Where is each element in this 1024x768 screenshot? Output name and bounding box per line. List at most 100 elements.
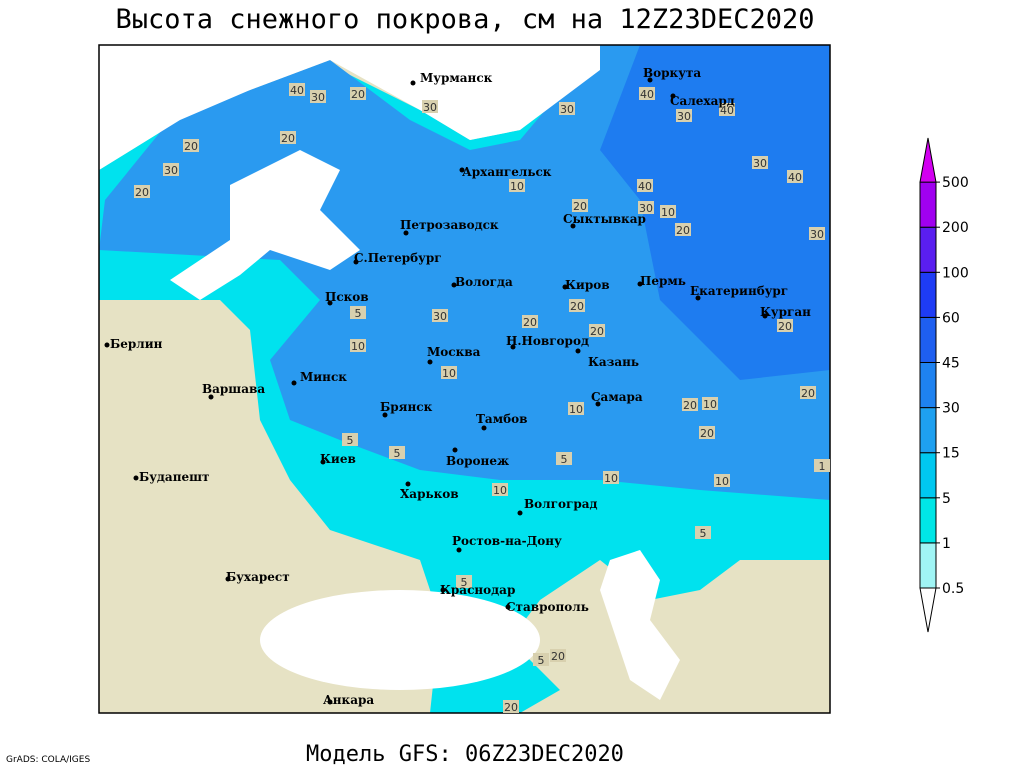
city-dot bbox=[291, 380, 297, 386]
legend-label: 0.5 bbox=[942, 581, 964, 597]
contour-label-box bbox=[568, 402, 584, 415]
city-dot bbox=[403, 230, 409, 236]
city-dot bbox=[327, 300, 333, 306]
contour-label: 5 bbox=[394, 447, 401, 460]
city-dot bbox=[459, 167, 465, 173]
contour-label-box bbox=[280, 131, 296, 144]
city-label: Бухарест bbox=[226, 570, 290, 584]
city-label: Киров bbox=[565, 278, 610, 292]
legend-swatch bbox=[919, 181, 937, 228]
contour-label: 20 bbox=[801, 387, 815, 400]
legend-label: 200 bbox=[942, 220, 969, 236]
city-label: Екатеринбург bbox=[690, 284, 788, 298]
sea bbox=[99, 45, 600, 170]
contour-label-box bbox=[310, 90, 326, 103]
city-label: Ростов-на-Дону bbox=[452, 534, 562, 548]
city-label: Воронеж bbox=[446, 454, 509, 468]
sea bbox=[600, 550, 680, 700]
city-label: Вологда bbox=[455, 275, 513, 289]
contour-label: 20 bbox=[184, 140, 198, 153]
contour-label: 5 bbox=[347, 434, 354, 447]
legend-swatch bbox=[919, 226, 937, 273]
contour-label-box bbox=[777, 319, 793, 332]
contour-label: 40 bbox=[638, 180, 652, 193]
contour-label-box bbox=[350, 87, 366, 100]
contour-label-box bbox=[814, 459, 830, 472]
contour-label-box bbox=[699, 426, 715, 439]
city-label: Будапешт bbox=[139, 470, 209, 484]
city-dot bbox=[451, 282, 457, 288]
city-label: Курган bbox=[760, 305, 811, 319]
contour-label-box bbox=[714, 474, 730, 487]
contour-label: 1 bbox=[819, 460, 826, 473]
contour-label: 10 bbox=[715, 475, 729, 488]
contour-label-box bbox=[682, 398, 698, 411]
contour-label-box bbox=[350, 339, 366, 352]
legend-label: 5 bbox=[942, 491, 951, 507]
legend-label: 30 bbox=[942, 401, 960, 417]
contour-label: 30 bbox=[164, 164, 178, 177]
contour-label: 20 bbox=[504, 701, 518, 714]
city-dot bbox=[510, 344, 516, 350]
city-dot bbox=[327, 699, 333, 705]
city-label: Брянск bbox=[380, 400, 433, 414]
city-dot bbox=[133, 475, 139, 481]
city-label: Самара bbox=[591, 390, 643, 404]
city-dot bbox=[104, 342, 110, 348]
contour-label: 20 bbox=[676, 224, 690, 237]
map-frame bbox=[98, 44, 831, 714]
legend-arrow-low bbox=[919, 587, 937, 633]
contour-label-box bbox=[522, 315, 538, 328]
contour-label-box bbox=[719, 103, 735, 116]
contour-label-box bbox=[675, 223, 691, 236]
contour-label: 10 bbox=[442, 367, 456, 380]
city-label: Пермь bbox=[640, 274, 686, 288]
city-dot bbox=[456, 547, 462, 553]
contour-label: 20 bbox=[700, 427, 714, 440]
contour-label-box bbox=[533, 653, 549, 666]
city-label: Москва bbox=[427, 345, 481, 359]
contour-label: 20 bbox=[351, 88, 365, 101]
subtitle: Модель GFS: 06Z23DEC2020 bbox=[306, 742, 624, 767]
city-label: Варшава bbox=[202, 382, 265, 396]
sea bbox=[170, 150, 360, 300]
contour-label-box bbox=[550, 649, 566, 662]
city-dot bbox=[670, 93, 676, 99]
city-label: Ставрополь bbox=[506, 600, 589, 614]
sea bbox=[260, 590, 540, 690]
contour-label-box bbox=[800, 386, 816, 399]
legend-arrow-high bbox=[919, 137, 937, 183]
city-dot bbox=[517, 510, 523, 516]
contour-label: 10 bbox=[604, 472, 618, 485]
contour-label-box bbox=[389, 446, 405, 459]
city-dot bbox=[208, 394, 214, 400]
contour-label: 40 bbox=[788, 171, 802, 184]
city-dot bbox=[562, 284, 568, 290]
contour-label: 20 bbox=[281, 132, 295, 145]
legend-label: 60 bbox=[942, 310, 960, 326]
contour-label: 10 bbox=[510, 180, 524, 193]
contour-label: 30 bbox=[753, 157, 767, 170]
contour-label: 30 bbox=[810, 228, 824, 241]
credit: GrADS: COLA/IGES bbox=[6, 755, 90, 765]
legend-swatch bbox=[919, 271, 937, 318]
contour-label: 20 bbox=[778, 320, 792, 333]
contour-label-box bbox=[422, 100, 438, 113]
city-label: Анкара bbox=[323, 693, 374, 707]
contour-label: 20 bbox=[135, 186, 149, 199]
contour-label-box bbox=[183, 139, 199, 152]
city-dot bbox=[481, 425, 487, 431]
city-dot bbox=[695, 295, 701, 301]
contour-label: 40 bbox=[290, 84, 304, 97]
contour-label-box bbox=[342, 433, 358, 446]
legend-swatch bbox=[919, 452, 937, 499]
legend-swatch bbox=[919, 407, 937, 454]
contour-label: 20 bbox=[590, 325, 604, 338]
map bbox=[98, 44, 831, 714]
city-dot bbox=[405, 481, 411, 487]
contour-label-box bbox=[509, 179, 525, 192]
contour-label-box bbox=[572, 199, 588, 212]
legend-label: 1 bbox=[942, 536, 951, 552]
legend-swatch bbox=[919, 542, 937, 589]
contour-label: 10 bbox=[351, 340, 365, 353]
